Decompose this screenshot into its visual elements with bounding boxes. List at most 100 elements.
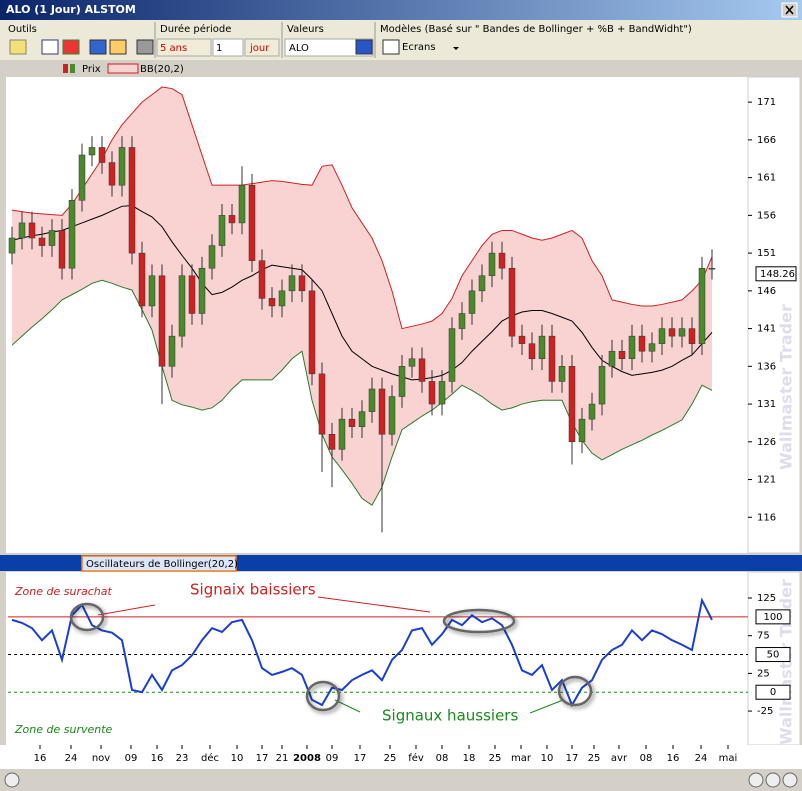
period-value: 5 ans xyxy=(160,43,187,54)
candle-body xyxy=(568,366,576,443)
annotation: Signaux haussiers xyxy=(382,707,518,725)
legend-swatch xyxy=(107,63,139,74)
x-tick-label: 10 xyxy=(541,753,554,764)
candle-body xyxy=(78,154,86,201)
y-tick-label: 126 xyxy=(757,437,776,448)
candle-body xyxy=(358,411,366,427)
x-tick-label: 17 xyxy=(256,753,269,764)
zoom-in-button[interactable] xyxy=(748,772,764,788)
scroll-button[interactable] xyxy=(4,772,20,788)
x-tick-label: 25 xyxy=(588,753,601,764)
tool-icon[interactable] xyxy=(62,39,80,55)
title-bar xyxy=(0,0,802,20)
x-tick-label: 25 xyxy=(384,753,397,764)
candle-body xyxy=(308,290,316,375)
x-tick-label: 16 xyxy=(151,753,164,764)
candle-body xyxy=(148,275,156,307)
candle-body xyxy=(368,388,376,412)
candle-body xyxy=(228,215,236,224)
tool-icon[interactable] xyxy=(89,39,107,55)
signal-highlight xyxy=(305,680,341,712)
oscillator-line xyxy=(11,597,713,708)
unit-field[interactable] xyxy=(244,38,280,57)
x-tick-label: mar xyxy=(511,753,532,764)
candle-body xyxy=(438,381,446,405)
zoom-out-button[interactable] xyxy=(765,772,781,788)
candle-body xyxy=(698,267,706,344)
x-tick-label: 17 xyxy=(354,753,367,764)
legend-label: Prix xyxy=(82,64,101,75)
candle-body xyxy=(408,358,416,367)
y-tick-label: 141 xyxy=(757,324,776,335)
dropdown-arrow xyxy=(453,47,459,50)
oscillator-title: Oscillateurs de Bollinger(20,2) xyxy=(86,559,238,570)
candle-body xyxy=(318,373,326,435)
y-tick-label: 161 xyxy=(757,173,776,184)
last-price-label: 148.26 xyxy=(760,269,795,280)
annotation: Zone de survente xyxy=(14,723,113,736)
level-box xyxy=(755,647,791,663)
x-tick-label: 08 xyxy=(640,753,653,764)
legend-row xyxy=(0,61,802,76)
toolbar-group: Durée période xyxy=(160,23,231,35)
candle-body xyxy=(198,267,206,314)
candle-body xyxy=(388,396,396,435)
watermark: Wallmaster Trader xyxy=(777,304,796,470)
candle-body xyxy=(238,184,246,224)
candle-body xyxy=(68,200,76,269)
candle-body xyxy=(338,418,346,450)
candle-body xyxy=(98,147,106,163)
x-tick-label: 25 xyxy=(489,753,502,764)
candle-body xyxy=(658,328,666,344)
middle-band xyxy=(11,205,713,381)
candle-body xyxy=(88,147,96,156)
y-tick-label: 125 xyxy=(757,593,776,604)
candle-body xyxy=(548,335,556,382)
candle-body xyxy=(648,343,656,352)
x-tick-label: 24 xyxy=(65,753,78,764)
x-tick-label: 09 xyxy=(326,753,339,764)
symbol-field[interactable] xyxy=(284,38,374,57)
x-tick-label: 24 xyxy=(695,753,708,764)
unit-value: jour xyxy=(249,43,270,54)
tool-icon[interactable] xyxy=(41,39,59,55)
oscillator-tab[interactable] xyxy=(81,555,237,572)
y-tick-label: 136 xyxy=(757,361,776,372)
x-tick-label: fév xyxy=(408,752,424,764)
tool-icon[interactable] xyxy=(136,39,154,55)
level-label: 0 xyxy=(770,687,776,698)
candle-body xyxy=(248,184,256,261)
y-tick-label: 116 xyxy=(757,512,776,523)
symbol-value: ALO xyxy=(289,43,309,54)
period-field[interactable] xyxy=(156,38,212,57)
y-tick-label: 166 xyxy=(757,135,776,146)
x-tick-label: nov xyxy=(92,753,110,764)
candle-body xyxy=(478,275,486,292)
candle-body xyxy=(58,230,66,269)
candle-body xyxy=(158,275,166,367)
tool-icon[interactable] xyxy=(9,39,27,55)
y-tick-label: 131 xyxy=(757,399,776,410)
annotation: Zone de surachat xyxy=(14,585,112,598)
count-field[interactable] xyxy=(212,38,244,57)
x-tick-label: 16 xyxy=(34,753,47,764)
scroll-button[interactable] xyxy=(782,772,798,788)
tool-icon[interactable] xyxy=(109,39,127,55)
x-tick-label: 08 xyxy=(436,753,449,764)
annotation-pointer xyxy=(317,596,431,613)
window-title: ALO (1 Jour) ALSTOM xyxy=(6,3,136,16)
candle-body xyxy=(138,252,146,307)
x-tick-label: 17 xyxy=(566,753,579,764)
candle-body xyxy=(708,267,716,270)
screens-menu[interactable]: Ecrans xyxy=(402,42,436,53)
search-icon[interactable] xyxy=(355,39,373,55)
level-label: 50 xyxy=(767,650,780,661)
candle-body xyxy=(298,275,306,292)
candle-body xyxy=(508,267,516,337)
x-tick-label: 18 xyxy=(463,753,476,764)
plots: 116 121 126 131 136 141 146 151 156 161 166 171 148.… xyxy=(8,86,797,764)
candle-body xyxy=(218,215,226,246)
screens-icon[interactable] xyxy=(382,39,400,55)
candle-body xyxy=(668,328,676,337)
candle-body xyxy=(638,335,646,352)
